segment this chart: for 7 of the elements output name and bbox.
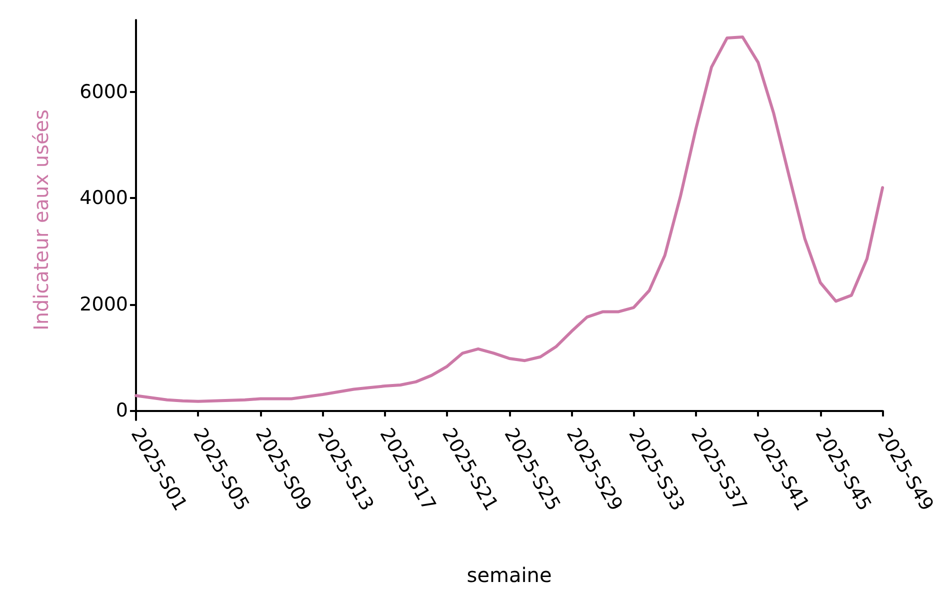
y-tick-label: 6000 bbox=[80, 81, 128, 104]
line-series bbox=[134, 35, 884, 403]
y-tick-label: 0 bbox=[116, 399, 128, 422]
y-tick-label: 2000 bbox=[80, 293, 128, 316]
y-tick-label: 4000 bbox=[80, 187, 128, 210]
x-axis-title: semaine bbox=[466, 563, 552, 587]
y-axis-title: Indicateur eaux usées bbox=[29, 109, 53, 331]
